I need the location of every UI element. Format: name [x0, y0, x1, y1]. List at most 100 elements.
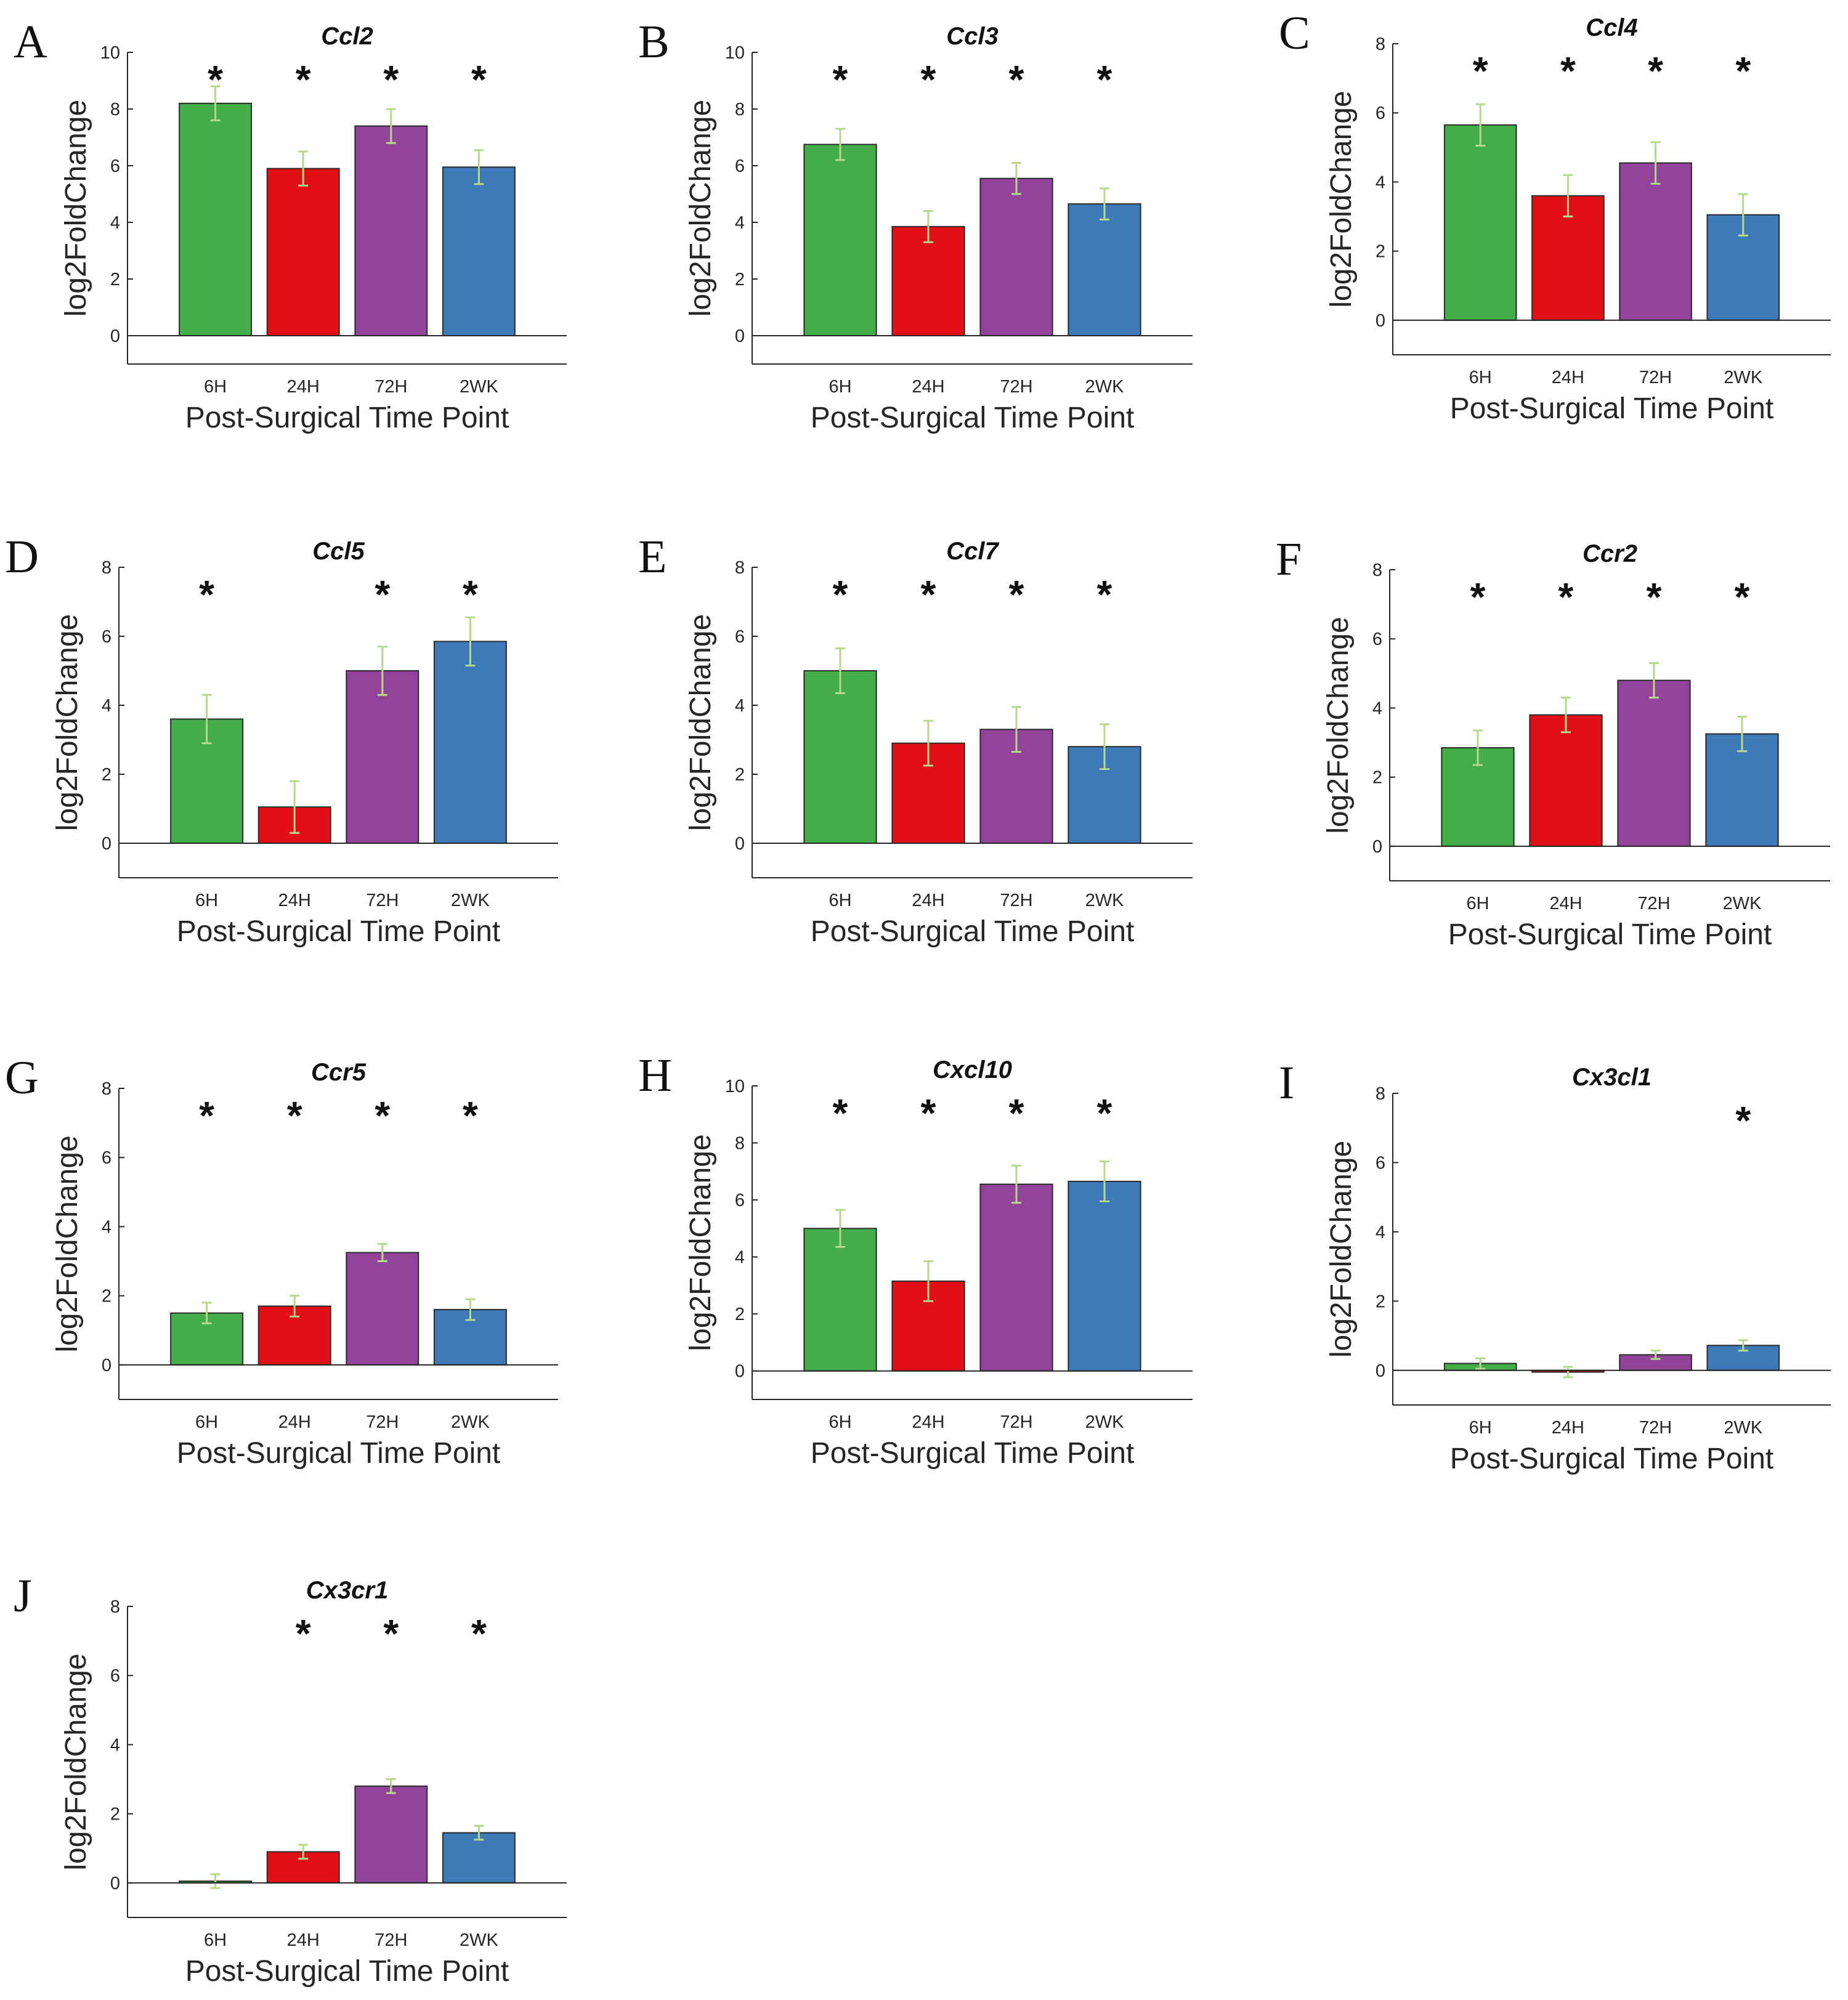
significance-marker: * [199, 1093, 214, 1138]
error-bar [1011, 161, 1021, 195]
bar-6h [803, 144, 877, 336]
x-tick-label: 6H [829, 1412, 851, 1432]
x-tick-label: 72H [375, 1930, 407, 1950]
x-tick-label: 72H [1637, 894, 1670, 913]
x-tick-label: 72H [366, 891, 399, 910]
x-tick-label: 24H [287, 377, 320, 397]
significance-marker: * [375, 1093, 390, 1138]
panel-letter: D [5, 531, 39, 583]
bar-2wk [442, 1832, 516, 1884]
bar-72h [1617, 679, 1691, 847]
x-tick-label: 2WK [451, 891, 490, 910]
error-bar [1563, 1366, 1573, 1379]
x-tick-label: 2WK [1085, 1412, 1125, 1432]
y-tick-label: 2 [102, 1287, 111, 1306]
bar-72h [979, 177, 1053, 337]
panel-letter: C [1279, 7, 1310, 59]
significance-marker: * [463, 1093, 478, 1138]
error-bar [465, 1298, 476, 1321]
bar-6h [1443, 124, 1517, 321]
y-axis-label: log2FoldChange [60, 100, 92, 317]
error-bar [1650, 141, 1661, 185]
significance-marker: * [921, 572, 936, 617]
bar-6h [803, 1228, 877, 1372]
y-axis-label: log2FoldChange [684, 614, 717, 831]
y-axis-label: log2FoldChange [51, 614, 84, 831]
error-bar [1473, 729, 1483, 766]
bar-72h [354, 125, 428, 336]
y-tick-label: 6 [1376, 1153, 1385, 1173]
error-bar [1100, 723, 1109, 771]
x-axis-label: Post-Surgical Time Point [177, 1437, 501, 1470]
x-tick-label: 24H [1549, 894, 1582, 913]
significance-marker: * [471, 57, 487, 102]
x-tick-label: 72H [1000, 1412, 1032, 1432]
significance-marker: * [921, 57, 936, 102]
y-tick-label: 6 [110, 1666, 120, 1686]
x-tick-label: 72H [1000, 891, 1032, 910]
panel-letter: I [1279, 1057, 1294, 1109]
y-tick-label: 8 [1372, 561, 1382, 580]
error-bar [474, 1824, 484, 1841]
error-bar [1563, 174, 1573, 218]
y-tick-label: 6 [102, 1148, 111, 1168]
panel-e: E Ccl7 0 2 4 6 8 log2FoldChange 6H * 24H * 72H * 2WK * P… [638, 531, 1193, 948]
y-tick-label: 6 [735, 1191, 745, 1210]
y-tick-label: 6 [735, 627, 745, 647]
x-tick-label: 6H [829, 891, 851, 910]
error-bar [377, 1243, 387, 1263]
x-axis-label: Post-Surgical Time Point [811, 402, 1135, 434]
bar-24h [1529, 714, 1603, 847]
x-tick-label: 2WK [1723, 894, 1762, 913]
panel-letter: A [14, 16, 47, 68]
y-tick-label: 4 [735, 1248, 745, 1268]
bar-72h [354, 1785, 428, 1884]
y-axis-label: log2FoldChange [51, 1135, 84, 1352]
y-tick-label: 0 [110, 1874, 120, 1893]
bar-72h [1619, 162, 1692, 321]
chart-title: Ccl7 [946, 538, 999, 565]
panel-letter: H [638, 1050, 672, 1101]
significance-marker: * [287, 1093, 302, 1138]
x-tick-label: 24H [278, 891, 311, 910]
error-bar [923, 719, 933, 767]
error-bar [835, 647, 845, 694]
chart-title: Ccr5 [311, 1059, 367, 1086]
y-tick-label: 2 [1376, 1292, 1385, 1311]
panel-b: B Ccl3 0 2 4 6 8 10 log2FoldChange 6H * 24H * 72H * 2WK… [638, 16, 1193, 434]
y-tick-label: 10 [725, 43, 745, 63]
significance-marker: * [463, 572, 478, 617]
x-tick-label: 24H [1552, 1418, 1584, 1438]
error-bar [201, 694, 212, 745]
bar-2wk [442, 166, 516, 336]
error-bar [923, 210, 933, 243]
y-tick-label: 2 [110, 270, 120, 289]
panel-j: J Cx3cr1 0 2 4 6 8 log2FoldChange 6H 24H * 72H * 2WK *… [14, 1570, 567, 1988]
y-tick-label: 6 [735, 156, 745, 176]
y-axis-label: log2FoldChange [684, 100, 717, 317]
y-tick-label: 4 [1376, 172, 1385, 192]
error-bar [377, 646, 387, 696]
x-tick-label: 72H [375, 377, 407, 397]
y-axis-label: log2FoldChange [1322, 617, 1355, 833]
significance-marker: * [1735, 1098, 1751, 1143]
error-bar [1738, 1339, 1748, 1352]
y-tick-label: 2 [1376, 242, 1385, 262]
x-tick-label: 6H [1469, 368, 1492, 387]
significance-marker: * [296, 57, 311, 102]
y-tick-label: 8 [110, 100, 120, 119]
x-axis-label: Post-Surgical Time Point [1448, 918, 1772, 951]
x-axis-label: Post-Surgical Time Point [1450, 392, 1774, 425]
error-bar [290, 1295, 300, 1318]
y-axis-label: log2FoldChange [1325, 91, 1358, 307]
x-tick-label: 24H [912, 377, 944, 397]
significance-marker: * [208, 57, 223, 102]
y-tick-label: 0 [735, 326, 745, 346]
error-bar [1100, 1160, 1109, 1202]
bar-2wk [1068, 1181, 1141, 1372]
x-tick-label: 2WK [1724, 1418, 1763, 1438]
significance-marker: * [921, 1091, 936, 1135]
significance-marker: * [1648, 49, 1663, 93]
significance-marker: * [1097, 57, 1112, 102]
panel-c: C Ccl4 0 2 4 6 8 log2FoldChange 6H * 24H * 72H * 2WK * P… [1279, 7, 1831, 425]
